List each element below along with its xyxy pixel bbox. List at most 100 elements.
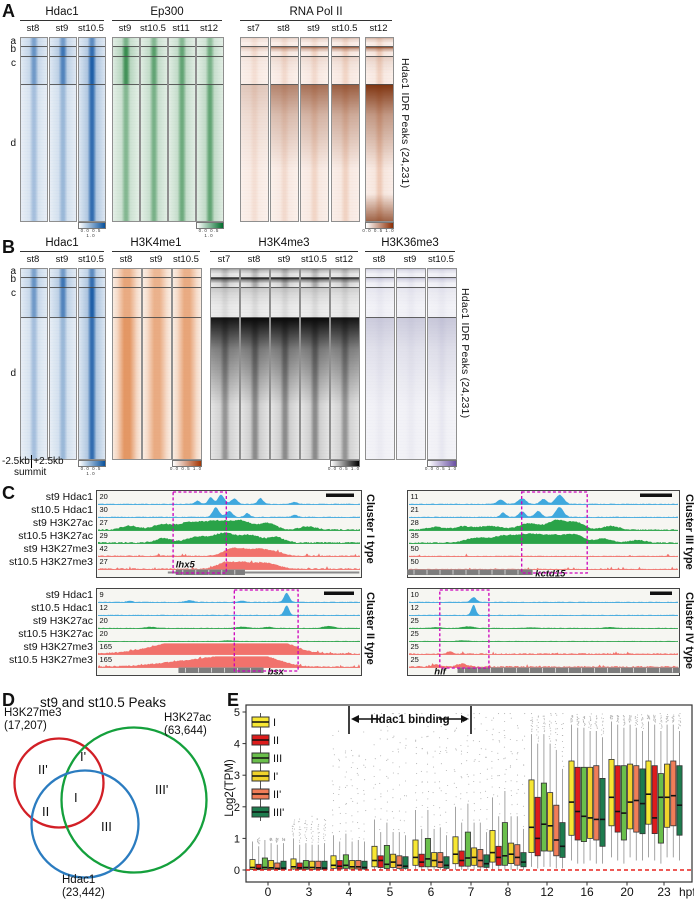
heatmap-band bbox=[113, 38, 139, 46]
outlier-dot bbox=[338, 830, 340, 832]
heatmap-band bbox=[50, 277, 76, 287]
outlier-dot bbox=[433, 814, 435, 816]
outlier-dot bbox=[374, 798, 376, 800]
heatmap-band bbox=[50, 287, 76, 317]
outlier-dot bbox=[523, 748, 525, 750]
outlier-dot bbox=[595, 725, 597, 727]
venn-region-label: II' bbox=[38, 762, 48, 777]
heatmap-band bbox=[173, 317, 201, 459]
heatmap-row-label: b bbox=[10, 274, 16, 285]
outlier-dot bbox=[399, 819, 401, 821]
outlier-dot bbox=[595, 715, 597, 717]
x-tick-label: 12 bbox=[540, 885, 554, 899]
outlier-dot bbox=[555, 728, 557, 730]
outlier-dot bbox=[596, 726, 598, 728]
outlier-dot bbox=[299, 841, 301, 843]
outlier-dot bbox=[466, 751, 468, 754]
outlier-dot bbox=[323, 836, 325, 838]
outlier-dot bbox=[357, 822, 359, 824]
outlier-dot bbox=[511, 804, 513, 806]
box bbox=[471, 847, 478, 866]
outlier-dot bbox=[454, 770, 456, 772]
outlier-dot bbox=[531, 729, 533, 731]
outlier-dot bbox=[630, 718, 632, 720]
outlier-dot bbox=[588, 721, 590, 723]
outlier-dot bbox=[460, 808, 462, 810]
outlier-dot bbox=[421, 736, 423, 738]
heatmap-band bbox=[173, 269, 201, 277]
outlier-dot bbox=[332, 784, 334, 786]
outlier-dot bbox=[427, 791, 430, 793]
outlier-dot bbox=[617, 717, 619, 719]
outlier-dot bbox=[427, 798, 429, 800]
box bbox=[249, 859, 256, 870]
heatmap-band bbox=[79, 277, 105, 287]
heatmap-row-label: a bbox=[10, 266, 16, 277]
outlier-dot bbox=[498, 775, 500, 777]
outlier-dot bbox=[386, 801, 388, 803]
box bbox=[402, 856, 409, 869]
outlier-dot bbox=[445, 799, 447, 802]
box bbox=[528, 779, 535, 853]
outlier-dot bbox=[480, 723, 482, 725]
heatmap-band bbox=[50, 269, 76, 277]
outlier-dot bbox=[537, 736, 540, 738]
outlier-dot bbox=[304, 822, 307, 824]
track-scale-value: 50 bbox=[411, 557, 419, 566]
outlier-dot bbox=[318, 824, 320, 826]
scale-bar bbox=[640, 493, 672, 497]
outlier-dot bbox=[380, 793, 382, 795]
outlier-dot bbox=[679, 717, 681, 719]
venn-set-count: (63,644) bbox=[164, 725, 207, 737]
outlier-dot bbox=[316, 818, 318, 820]
panel-e-label: E bbox=[227, 690, 240, 710]
outlier-dot bbox=[473, 774, 475, 776]
outlier-dot bbox=[635, 722, 637, 724]
heatmap-column-H3K4me3-st12 bbox=[330, 268, 360, 460]
heatmap-band bbox=[366, 287, 394, 317]
outlier-dot bbox=[571, 715, 573, 717]
heatmap-band bbox=[169, 84, 195, 221]
heatmap-group-header: RNA Pol II bbox=[240, 6, 392, 21]
arrow-head-right-icon bbox=[461, 715, 469, 723]
outlier-dot bbox=[363, 830, 365, 832]
outlier-dot bbox=[578, 720, 580, 722]
heatmap-band bbox=[366, 56, 393, 84]
heatmap-band bbox=[428, 269, 456, 277]
outlier-dot bbox=[549, 738, 551, 740]
outlier-dot bbox=[461, 777, 463, 779]
outlier-dot bbox=[531, 719, 533, 721]
outlier-dot bbox=[318, 835, 320, 837]
outlier-dot bbox=[373, 775, 375, 778]
outlier-dot bbox=[440, 726, 442, 728]
track-scale-value: 20 bbox=[100, 629, 108, 638]
outlier-dot bbox=[363, 793, 365, 795]
outlier-dot bbox=[576, 713, 578, 715]
outlier-dot bbox=[660, 724, 662, 726]
track-scale-value: 30 bbox=[100, 505, 108, 514]
outlier-dot bbox=[427, 720, 429, 722]
outlier-dot bbox=[405, 762, 407, 764]
venn-circle-H3K27me3 bbox=[13, 737, 105, 829]
outlier-dot bbox=[363, 823, 365, 825]
heatmap-band bbox=[197, 56, 223, 84]
heatmap-stage-label: st10.5 bbox=[140, 23, 166, 34]
outlier-dot bbox=[531, 728, 533, 730]
outlier-dot bbox=[337, 730, 340, 732]
outlier-dot bbox=[439, 787, 441, 789]
outlier-dot bbox=[427, 781, 429, 783]
outlier-dot bbox=[455, 748, 457, 750]
outlier-dot bbox=[324, 829, 326, 832]
outlier-dot bbox=[415, 746, 417, 748]
outlier-dot bbox=[364, 766, 366, 768]
outlier-dot bbox=[363, 800, 365, 802]
outlier-dot bbox=[672, 720, 674, 722]
outlier-dot bbox=[331, 780, 333, 782]
outlier-dot bbox=[282, 837, 284, 840]
outlier-dot bbox=[416, 772, 418, 775]
outlier-dot bbox=[543, 717, 545, 719]
outlier-dot bbox=[386, 790, 389, 792]
outlier-dot bbox=[653, 715, 655, 718]
x-tick-label: 0 bbox=[265, 885, 272, 899]
outlier-dot bbox=[549, 725, 551, 727]
